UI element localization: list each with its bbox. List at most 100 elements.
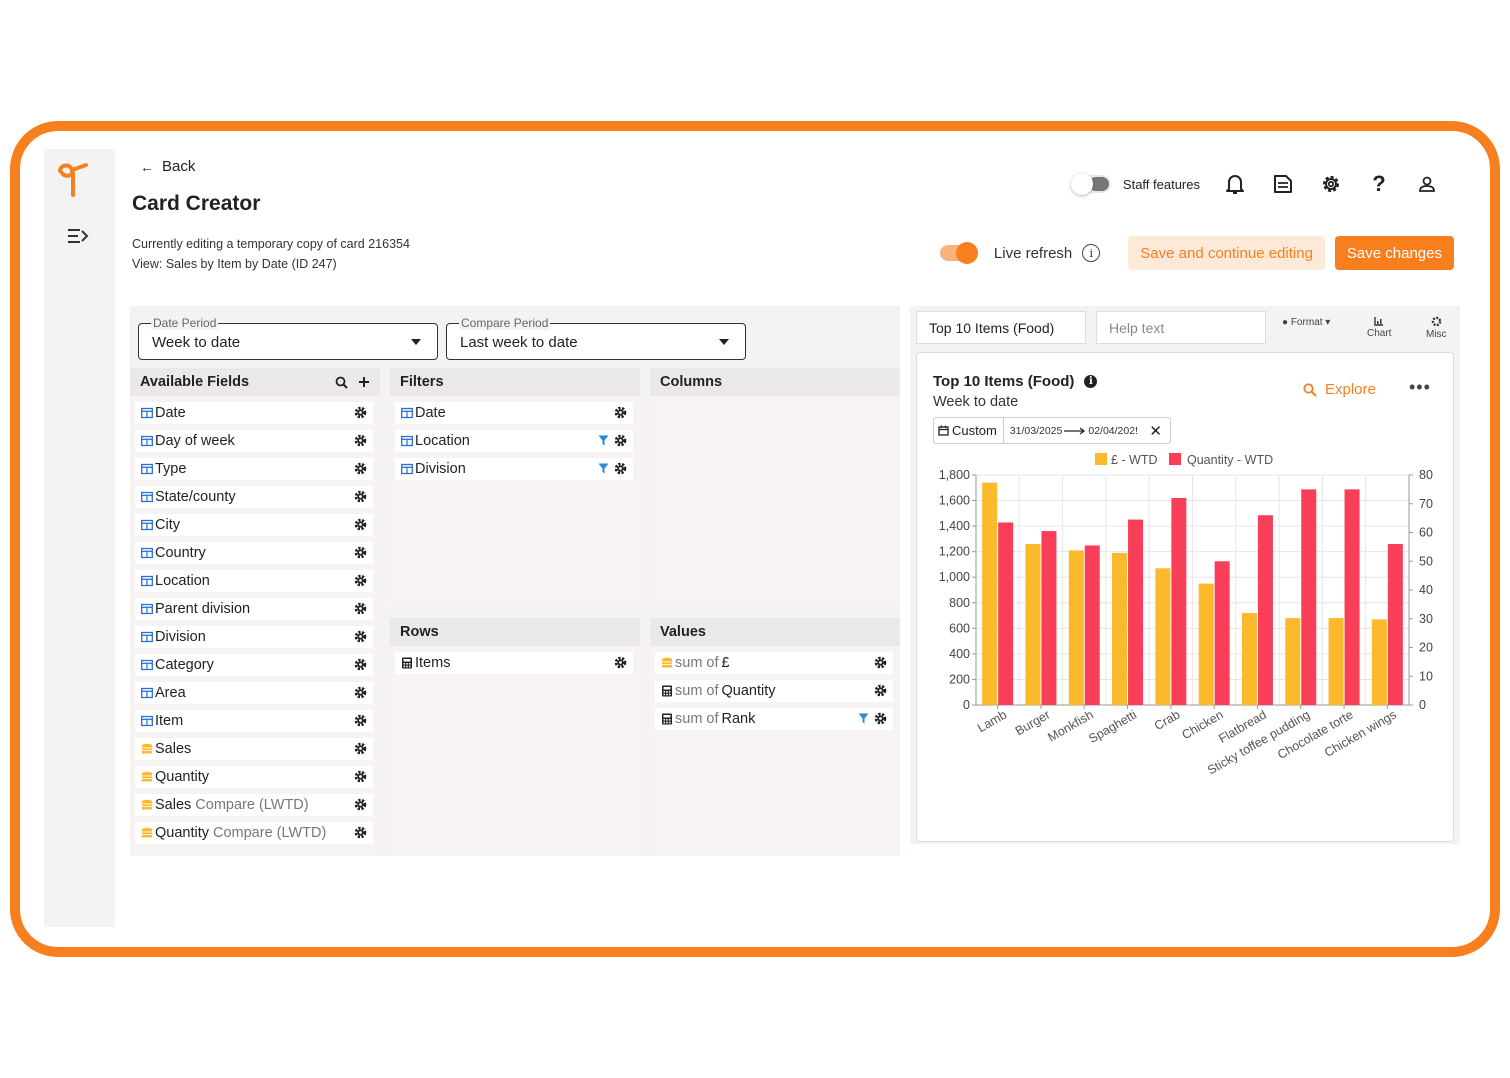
back-link[interactable]: ← Back [140, 158, 195, 175]
info-icon[interactable]: i [1084, 375, 1098, 388]
bar-quantity [998, 522, 1014, 705]
field-label: £ [721, 655, 730, 671]
gear-icon[interactable] [354, 574, 367, 587]
gear-icon[interactable] [354, 406, 367, 419]
gear-icon[interactable] [874, 684, 887, 697]
y-tick-label-left: 0 [963, 698, 970, 712]
filter-icon[interactable] [858, 713, 869, 724]
gear-icon[interactable] [614, 434, 627, 447]
gear-icon[interactable] [354, 518, 367, 531]
bell-icon[interactable] [1222, 171, 1248, 197]
action-bar: Live refresh i Save and continue editing… [939, 236, 1454, 270]
field-item[interactable]: sum of Rank [655, 708, 893, 730]
field-item[interactable]: Date [395, 402, 633, 424]
card-title-input[interactable]: Top 10 Items (Food) [916, 311, 1086, 344]
field-item[interactable]: Quantity Compare (LWTD) [135, 822, 373, 844]
field-label: Item [155, 713, 184, 729]
help-text-input[interactable]: Help text [1096, 311, 1266, 344]
bar-gbp [1068, 550, 1084, 705]
gear-icon[interactable] [354, 770, 367, 783]
date-from[interactable]: 31/03/2025 [1009, 424, 1063, 437]
close-icon[interactable]: ✕ [1149, 423, 1162, 440]
field-item[interactable]: Date [135, 402, 373, 424]
field-item[interactable]: Location [395, 430, 633, 452]
available-fields-list: Date Day of week Type State/county City Count… [130, 402, 380, 844]
values-header: Values [650, 618, 900, 646]
field-item[interactable]: Item [135, 710, 373, 732]
field-item[interactable]: Division [135, 626, 373, 648]
field-item[interactable]: Location [135, 570, 373, 592]
arrow-left-icon: ← [140, 158, 154, 175]
gear-icon[interactable] [354, 658, 367, 671]
table-icon [141, 547, 153, 559]
field-item[interactable]: Category [135, 654, 373, 676]
expand-menu-icon[interactable] [66, 225, 92, 247]
gear-icon[interactable] [1318, 171, 1344, 197]
gear-icon[interactable] [354, 546, 367, 559]
columns-header: Columns [650, 368, 900, 396]
field-item[interactable]: Division [395, 458, 633, 480]
field-item[interactable]: Country [135, 542, 373, 564]
document-icon[interactable] [1270, 171, 1296, 197]
staff-features-label: Staff features [1122, 176, 1200, 192]
explore-button[interactable]: Explore [1303, 381, 1376, 398]
compare-period-select[interactable]: Compare Period Last week to date [446, 317, 746, 360]
gear-icon[interactable] [354, 630, 367, 643]
format-menu[interactable]: ● Format ▾ [1282, 317, 1330, 328]
field-item[interactable]: Quantity [135, 766, 373, 788]
field-item[interactable]: Sales Compare (LWTD) [135, 794, 373, 816]
gear-icon[interactable] [614, 406, 627, 419]
field-item[interactable]: State/county [135, 486, 373, 508]
filters-list: Date Location Division [390, 402, 640, 480]
gear-icon[interactable] [354, 714, 367, 727]
chart-settings-button[interactable]: Chart [1367, 316, 1391, 339]
filter-icon[interactable] [598, 435, 609, 446]
field-item[interactable]: Items [395, 652, 633, 674]
date-period-select[interactable]: Date Period Week to date [138, 317, 438, 360]
more-options-icon[interactable]: ••• [1409, 377, 1431, 397]
date-range-chip[interactable]: Custom 31/03/2025 02/04/202! ✕ [933, 417, 1171, 444]
field-item[interactable]: Parent division [135, 598, 373, 620]
gear-icon[interactable] [614, 656, 627, 669]
gear-icon[interactable] [354, 434, 367, 447]
field-item[interactable]: Sales [135, 738, 373, 760]
gear-icon[interactable] [354, 826, 367, 839]
gear-icon[interactable] [354, 686, 367, 699]
gear-icon[interactable] [614, 462, 627, 475]
gear-icon[interactable] [354, 602, 367, 615]
field-item[interactable]: Day of week [135, 430, 373, 452]
y-tick-label-left: 800 [949, 596, 970, 610]
live-refresh-toggle[interactable] [939, 242, 978, 264]
gear-icon[interactable] [354, 490, 367, 503]
field-item[interactable]: Type [135, 458, 373, 480]
info-icon[interactable]: i [1082, 244, 1101, 262]
filter-icon[interactable] [598, 463, 609, 474]
gear-icon[interactable] [874, 712, 887, 725]
calculator-icon [662, 713, 672, 725]
search-icon[interactable] [335, 376, 348, 389]
bar-quantity [1301, 489, 1317, 705]
card-subtitle: Week to date [933, 394, 1019, 410]
y-tick-label-right: 40 [1419, 583, 1433, 597]
field-item[interactable]: sum of £ [655, 652, 893, 674]
misc-settings-button[interactable]: Misc [1426, 316, 1447, 340]
staff-features-toggle[interactable] [1070, 173, 1111, 195]
gear-icon[interactable] [354, 798, 367, 811]
preview-card: Top 10 Items (Food) i Week to date Explo… [916, 352, 1454, 842]
y-tick-label-left: 1,200 [939, 545, 970, 559]
save-continue-button[interactable]: Save and continue editing [1128, 236, 1325, 270]
plus-icon[interactable] [358, 376, 370, 388]
save-changes-button[interactable]: Save changes [1334, 236, 1454, 270]
gear-icon[interactable] [354, 742, 367, 755]
date-to[interactable]: 02/04/202! [1088, 424, 1138, 437]
gear-icon[interactable] [874, 656, 887, 669]
field-item[interactable]: sum of Quantity [655, 680, 893, 702]
user-icon[interactable] [1414, 171, 1440, 197]
help-icon[interactable]: ? [1372, 171, 1386, 196]
field-item[interactable]: City [135, 514, 373, 536]
field-item[interactable]: Area [135, 682, 373, 704]
field-label: Area [155, 685, 186, 701]
legend-label-gbp: £ - WTD [1111, 453, 1158, 467]
gear-icon[interactable] [354, 462, 367, 475]
back-label: Back [162, 158, 196, 175]
